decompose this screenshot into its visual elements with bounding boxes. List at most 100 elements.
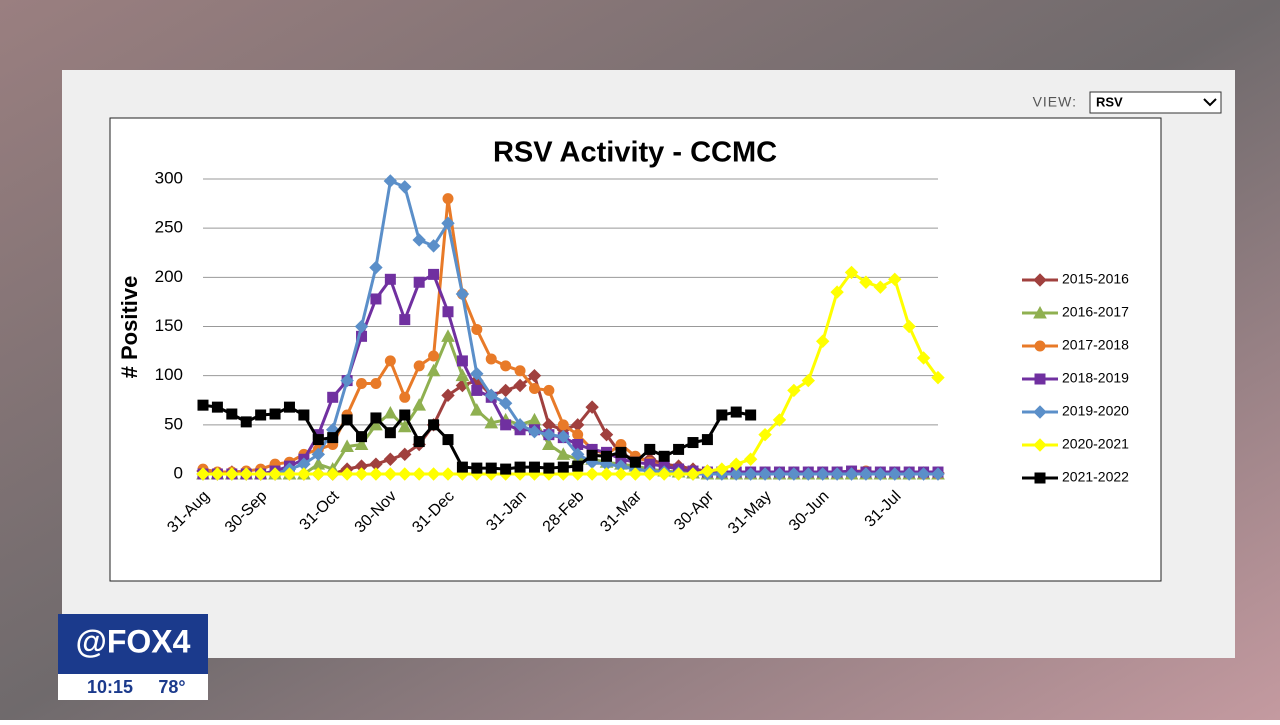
point [428, 268, 440, 280]
legend-marker [1034, 472, 1046, 484]
point [888, 272, 902, 287]
point [311, 467, 326, 481]
point [269, 408, 281, 420]
point [715, 462, 729, 476]
y-tick-label: 250 [155, 218, 183, 237]
point [398, 467, 412, 481]
select-value[interactable]: RSV [1096, 94, 1123, 109]
legend-label: 2020-2021 [1062, 436, 1129, 452]
point [902, 319, 916, 334]
point [527, 425, 542, 439]
point [585, 467, 599, 481]
point [442, 434, 454, 446]
point [498, 396, 513, 410]
point [729, 457, 743, 471]
point [815, 334, 830, 348]
point [629, 456, 641, 468]
point [456, 355, 468, 367]
point [729, 467, 743, 481]
legend-label: 2017-2018 [1062, 337, 1129, 353]
chart-title: RSV Activity - CCMC [493, 137, 777, 169]
point [426, 239, 441, 253]
point [412, 398, 427, 411]
point [340, 373, 354, 388]
point [528, 382, 540, 394]
temperature: 78° [158, 677, 185, 697]
point [341, 414, 353, 426]
point [311, 447, 326, 462]
point [743, 467, 758, 481]
point [369, 417, 383, 431]
point [859, 275, 873, 289]
point [441, 216, 455, 230]
point [441, 467, 455, 481]
point [572, 429, 584, 441]
point [700, 464, 715, 478]
point [413, 360, 425, 372]
point [830, 467, 844, 481]
logo: @FOX4 [76, 623, 191, 659]
point [585, 400, 599, 414]
series-line [203, 272, 938, 476]
point [354, 437, 369, 450]
point [255, 409, 267, 421]
point [772, 467, 787, 481]
point [586, 449, 598, 461]
point [599, 467, 614, 481]
point [384, 427, 396, 439]
point [428, 419, 440, 431]
point [383, 405, 398, 419]
point [743, 452, 758, 466]
point [312, 434, 324, 446]
point [543, 384, 555, 396]
point [527, 368, 542, 383]
point [557, 461, 569, 473]
point [327, 391, 339, 403]
legend-marker [1034, 340, 1046, 352]
point [428, 350, 440, 362]
point [384, 273, 396, 285]
point [383, 174, 398, 188]
point [383, 467, 398, 481]
view-select[interactable]: RSV [1089, 91, 1222, 114]
point [745, 409, 757, 421]
point [673, 443, 685, 455]
point [384, 355, 396, 367]
point [615, 446, 627, 458]
point [412, 233, 426, 247]
view-label: VIEW: [1033, 94, 1077, 110]
select-box[interactable] [1089, 91, 1222, 114]
point [787, 383, 801, 398]
point [542, 427, 556, 442]
point [758, 427, 772, 442]
point [282, 467, 297, 481]
point [772, 413, 787, 427]
point [859, 467, 873, 481]
point [370, 293, 382, 305]
point [599, 427, 614, 442]
select-arrow[interactable] [1203, 98, 1217, 107]
logo-box [58, 614, 208, 674]
point [873, 280, 888, 294]
point [370, 412, 382, 424]
point [399, 314, 411, 326]
point [643, 467, 657, 481]
point [354, 467, 369, 481]
point [931, 370, 945, 385]
point [657, 467, 671, 481]
point [556, 447, 571, 460]
point [557, 419, 569, 431]
point [356, 431, 368, 443]
point [528, 461, 540, 473]
point [628, 467, 643, 481]
point [283, 401, 295, 413]
legend-marker [1034, 373, 1046, 385]
point [327, 432, 339, 444]
legend-label: 2016-2017 [1062, 304, 1129, 320]
legend-label: 2018-2019 [1062, 370, 1129, 386]
point [340, 439, 354, 452]
point [197, 399, 209, 411]
y-tick-label: 200 [155, 267, 183, 286]
point [701, 434, 713, 446]
legend-label: 2021-2022 [1062, 469, 1129, 485]
